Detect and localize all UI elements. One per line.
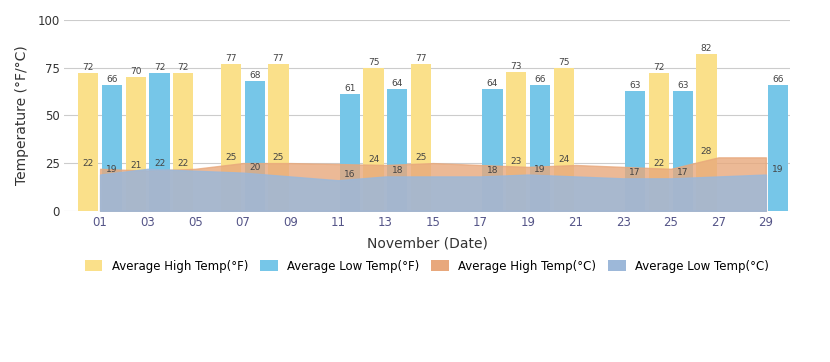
Text: 77: 77 <box>225 54 237 63</box>
Text: 22: 22 <box>154 159 165 168</box>
Text: 66: 66 <box>772 75 784 84</box>
Text: 75: 75 <box>558 58 569 67</box>
Text: 82: 82 <box>701 45 712 53</box>
Text: 68: 68 <box>249 71 261 80</box>
Text: 22: 22 <box>653 159 665 168</box>
Text: 72: 72 <box>154 63 165 72</box>
Bar <box>125 77 146 211</box>
Text: 21: 21 <box>130 161 141 170</box>
Bar <box>388 89 408 211</box>
Text: 16: 16 <box>344 170 355 179</box>
Text: 22: 22 <box>83 159 94 168</box>
Text: 19: 19 <box>106 165 118 174</box>
Bar <box>221 64 241 211</box>
Bar <box>102 85 122 211</box>
Text: 25: 25 <box>225 153 237 162</box>
Text: 77: 77 <box>273 54 284 63</box>
Text: 72: 72 <box>178 63 189 72</box>
Bar <box>268 64 289 211</box>
Text: 66: 66 <box>106 75 118 84</box>
Bar <box>530 85 550 211</box>
Text: 77: 77 <box>415 54 427 63</box>
Text: 19: 19 <box>535 165 546 174</box>
Text: 17: 17 <box>677 168 688 177</box>
Text: 73: 73 <box>510 62 522 71</box>
Bar <box>625 90 645 211</box>
Bar <box>339 94 360 211</box>
Bar <box>482 89 502 211</box>
Text: 25: 25 <box>415 153 427 162</box>
Bar <box>78 73 98 211</box>
Text: 61: 61 <box>344 84 355 93</box>
Bar <box>672 90 693 211</box>
Bar <box>149 73 169 211</box>
Text: 25: 25 <box>273 153 284 162</box>
Text: 75: 75 <box>368 58 379 67</box>
Bar <box>364 68 383 211</box>
Text: 24: 24 <box>558 155 569 164</box>
Text: 63: 63 <box>629 81 641 90</box>
Bar <box>506 72 526 211</box>
Text: 19: 19 <box>772 165 784 174</box>
Text: 63: 63 <box>677 81 688 90</box>
Text: 22: 22 <box>178 159 189 168</box>
Text: 64: 64 <box>392 79 403 88</box>
Text: 20: 20 <box>249 163 261 172</box>
Text: 24: 24 <box>368 155 379 164</box>
Legend: Average High Temp(°F), Average Low Temp(°F), Average High Temp(°C), Average Low : Average High Temp(°F), Average Low Temp(… <box>80 255 774 277</box>
Bar <box>245 81 265 211</box>
Text: 70: 70 <box>130 67 142 76</box>
Bar <box>554 68 574 211</box>
Bar <box>696 54 716 211</box>
Y-axis label: Temperature (°F/°C): Temperature (°F/°C) <box>15 46 29 185</box>
Bar <box>173 73 193 211</box>
Text: 28: 28 <box>701 147 712 156</box>
Text: 72: 72 <box>653 63 665 72</box>
Text: 18: 18 <box>486 167 498 176</box>
Text: 17: 17 <box>629 168 641 177</box>
Text: 66: 66 <box>535 75 546 84</box>
Text: 72: 72 <box>82 63 94 72</box>
Text: 18: 18 <box>392 167 403 176</box>
X-axis label: November (Date): November (Date) <box>367 237 487 251</box>
Bar <box>649 73 669 211</box>
Bar <box>411 64 432 211</box>
Text: 23: 23 <box>510 157 522 166</box>
Bar <box>768 85 788 211</box>
Text: 64: 64 <box>486 79 498 88</box>
